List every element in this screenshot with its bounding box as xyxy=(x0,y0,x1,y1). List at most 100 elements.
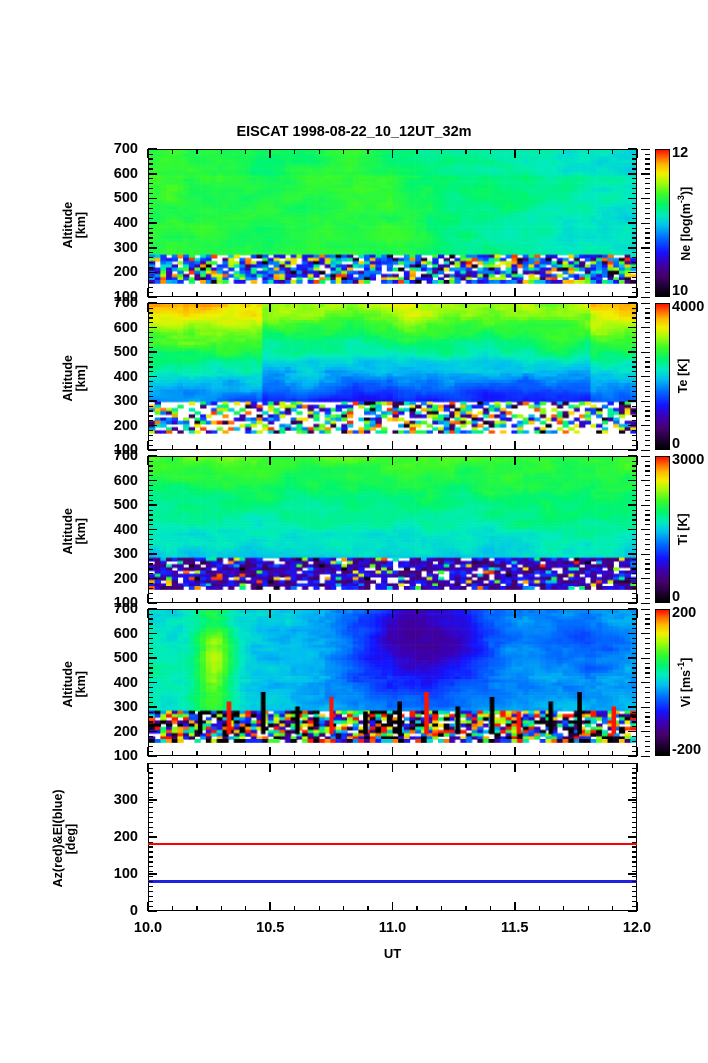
x-tick-minor xyxy=(587,303,589,308)
y-tick-minor xyxy=(632,797,637,799)
y-tick-minor xyxy=(148,831,153,833)
colorbar-tick xyxy=(645,583,650,585)
x-tick-minor xyxy=(343,445,345,450)
x-tick-minor xyxy=(636,751,638,756)
colorbar-tick xyxy=(641,351,650,353)
colorbar-tick xyxy=(645,524,650,526)
colorbar-tick xyxy=(641,247,650,249)
x-tick-minor xyxy=(440,598,443,603)
y-tick-minor xyxy=(632,257,637,259)
x-tick-minor xyxy=(465,598,467,603)
colorbar-tick xyxy=(645,548,650,550)
colorbar-tick xyxy=(645,227,650,229)
y-tick-minor xyxy=(632,597,637,599)
y-tick-minor xyxy=(148,281,153,284)
y-tick-minor xyxy=(148,711,153,713)
y-tick-minor xyxy=(148,212,153,215)
heatmap-canvas-vi xyxy=(149,610,636,755)
x-tick-minor xyxy=(147,906,149,911)
x-tick-minor xyxy=(245,609,247,614)
x-tick-minor xyxy=(245,456,247,461)
x-tick-minor xyxy=(245,763,247,768)
y-tick-minor xyxy=(632,390,637,393)
y-tick-minor xyxy=(148,821,153,824)
y-tick-minor xyxy=(148,237,153,239)
x-tick-minor xyxy=(171,751,174,756)
y-tick-minor xyxy=(148,410,153,412)
x-tick-minor xyxy=(636,292,638,297)
y-tick-minor xyxy=(148,792,153,794)
y-tick-minor xyxy=(148,390,153,393)
y-tick-minor xyxy=(148,553,153,555)
y-tick-minor xyxy=(148,430,153,432)
y-tick-minor xyxy=(632,642,637,645)
y-tick-major xyxy=(148,799,157,801)
y-tick-minor xyxy=(632,178,637,180)
y-tick-minor xyxy=(632,711,637,713)
y-tick-label: 700 xyxy=(113,448,138,464)
y-tick-minor xyxy=(148,816,153,819)
colorbar-tick xyxy=(641,504,650,506)
y-tick-minor xyxy=(632,312,637,314)
x-tick-minor xyxy=(343,303,345,308)
colorbar-tick xyxy=(645,672,650,674)
y-tick-minor xyxy=(148,652,153,654)
colorbar-tick xyxy=(641,657,650,659)
y-axis-label: Altitude [km] xyxy=(61,201,89,248)
colorbar-title: Vi [ms-1] xyxy=(676,657,694,708)
x-tick-minor xyxy=(391,763,394,768)
y-tick-minor xyxy=(148,905,153,907)
colorbar-max-label: 3000 xyxy=(672,452,705,468)
y-tick-minor xyxy=(148,890,153,893)
y-tick-minor xyxy=(148,910,153,912)
x-tick-minor xyxy=(636,763,638,768)
colorbar-tick xyxy=(645,193,650,195)
y-tick-label: 500 xyxy=(113,650,138,666)
y-tick-label: 700 xyxy=(113,141,138,157)
y-tick-minor xyxy=(632,405,637,407)
y-tick-minor xyxy=(148,405,153,407)
x-tick-minor xyxy=(220,906,223,911)
y-tick-minor xyxy=(632,247,637,249)
x-tick-minor xyxy=(269,456,271,461)
y-tick-minor xyxy=(148,455,153,457)
colorbar-min-label: -200 xyxy=(672,742,702,758)
x-tick-minor xyxy=(318,149,320,154)
y-tick-minor xyxy=(632,207,637,210)
x-tick-minor xyxy=(147,456,149,461)
y-tick-minor xyxy=(632,716,637,718)
colorbar-min-label: 10 xyxy=(672,283,689,299)
x-tick-minor xyxy=(465,456,467,461)
y-tick-minor xyxy=(632,356,637,358)
x-tick-label: 11.5 xyxy=(501,920,529,936)
y-tick-minor xyxy=(632,153,637,155)
y-tick-minor xyxy=(148,587,153,590)
y-tick-minor xyxy=(148,444,153,446)
y-axis-label: Altitude [km] xyxy=(61,660,89,708)
x-tick-minor xyxy=(196,906,198,911)
y-tick-minor xyxy=(148,807,153,809)
x-tick-minor xyxy=(147,751,149,756)
y-tick-minor xyxy=(632,271,637,274)
x-tick-minor xyxy=(391,445,394,450)
heatmap-canvas-ti xyxy=(149,457,636,602)
y-tick-minor xyxy=(148,811,153,814)
y-tick-minor xyxy=(148,836,153,838)
colorbar-tick xyxy=(645,485,650,487)
x-tick-minor xyxy=(391,303,394,308)
y-tick-label: 500 xyxy=(113,344,138,360)
colorbar-tick xyxy=(645,677,650,679)
y-tick-minor xyxy=(632,696,637,699)
x-tick-minor xyxy=(587,445,589,450)
colorbar-tick xyxy=(641,449,650,451)
x-tick-minor xyxy=(171,456,174,461)
y-tick-minor xyxy=(148,608,153,610)
y-tick-minor xyxy=(148,276,153,279)
y-tick-minor xyxy=(632,548,637,550)
y-tick-label: 100 xyxy=(113,866,138,882)
y-tick-minor xyxy=(632,341,637,344)
x-tick-label: 10.5 xyxy=(256,920,285,936)
y-tick-minor xyxy=(148,633,153,635)
x-tick-minor xyxy=(318,292,320,297)
colorbar-min-label: 0 xyxy=(672,436,681,452)
